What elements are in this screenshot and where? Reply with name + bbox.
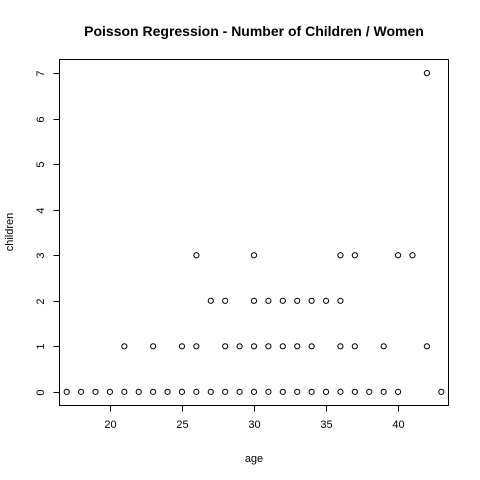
- y-tick-label: 6: [35, 116, 47, 122]
- data-point: [409, 252, 416, 259]
- data-point: [178, 343, 186, 350]
- y-tick-label: 2: [35, 298, 47, 304]
- data-point: [294, 343, 301, 350]
- data-point: [337, 252, 344, 259]
- data-point: [380, 343, 387, 350]
- data-point: [250, 343, 258, 350]
- x-tick-label: 25: [176, 419, 188, 431]
- data-point: [279, 343, 286, 350]
- x-axis: 20 25 30 35 40: [104, 405, 405, 431]
- data-point: [150, 343, 157, 350]
- data-point: [121, 388, 128, 395]
- data-point: [250, 388, 258, 395]
- data-point: [193, 388, 200, 395]
- y-tick-label: 4: [35, 207, 47, 213]
- data-point: [265, 343, 272, 350]
- data-point: [250, 252, 258, 259]
- data-point: [106, 388, 114, 395]
- data-point: [250, 297, 258, 304]
- y-axis: 0 1 2 3 4 5 6 7: [35, 70, 60, 396]
- data-point: [380, 388, 387, 395]
- data-point: [78, 388, 85, 395]
- data-point: [236, 343, 243, 350]
- y-tick-label: 0: [35, 389, 47, 395]
- data-point: [150, 388, 157, 395]
- data-point: [351, 343, 358, 350]
- y-tick-label: 5: [35, 161, 47, 167]
- data-point: [322, 388, 330, 395]
- data-point: [351, 388, 358, 395]
- data-point: [337, 388, 344, 395]
- data-point: [366, 388, 373, 395]
- scatter-points: [63, 70, 445, 395]
- y-axis-label: children: [4, 213, 16, 252]
- data-point: [308, 388, 315, 395]
- chart-title: Poisson Regression - Number of Children …: [84, 23, 424, 39]
- data-point: [308, 343, 315, 350]
- data-point: [394, 252, 402, 259]
- x-tick-label: 35: [320, 419, 332, 431]
- data-point: [63, 388, 70, 395]
- data-point: [207, 297, 214, 304]
- data-point: [222, 388, 229, 395]
- data-point: [193, 343, 200, 350]
- y-tick-label: 3: [35, 252, 47, 258]
- data-point: [438, 388, 445, 395]
- data-point: [92, 388, 99, 395]
- x-tick-label: 40: [392, 419, 404, 431]
- data-point: [423, 70, 430, 77]
- data-point: [279, 297, 286, 304]
- data-point: [207, 388, 214, 395]
- data-point: [394, 388, 402, 395]
- data-point: [337, 343, 344, 350]
- data-point: [279, 388, 286, 395]
- data-point: [178, 388, 186, 395]
- data-point: [351, 252, 358, 259]
- data-point: [423, 343, 430, 350]
- data-point: [294, 297, 301, 304]
- data-point: [135, 388, 142, 395]
- data-point: [265, 388, 272, 395]
- data-point: [265, 297, 272, 304]
- data-point: [222, 343, 229, 350]
- y-tick-label: 1: [35, 343, 47, 349]
- x-tick-label: 20: [104, 419, 116, 431]
- data-point: [308, 297, 315, 304]
- data-point: [294, 388, 301, 395]
- data-point: [222, 297, 229, 304]
- data-point: [337, 297, 344, 304]
- data-point: [164, 388, 171, 395]
- data-point: [236, 388, 243, 395]
- data-point: [121, 343, 128, 350]
- data-point: [193, 252, 200, 259]
- x-axis-label: age: [245, 453, 263, 465]
- data-point: [322, 297, 330, 304]
- x-tick-label: 30: [248, 419, 260, 431]
- y-tick-label: 7: [35, 70, 47, 76]
